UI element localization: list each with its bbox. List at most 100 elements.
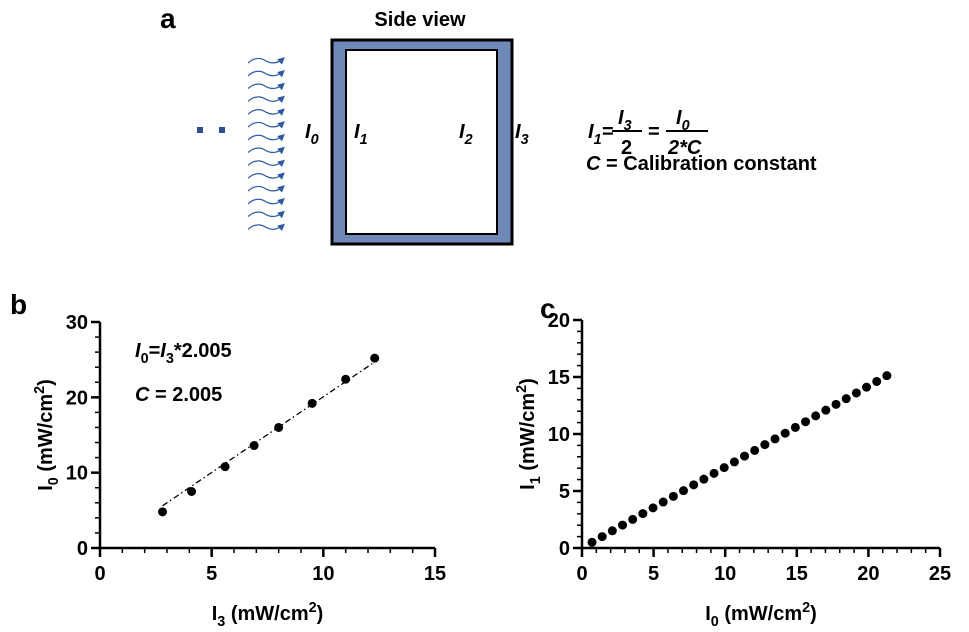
x-tick-label: 0 — [94, 563, 105, 585]
wave-arrow — [247, 108, 285, 116]
point — [679, 486, 689, 496]
wave-arrow — [247, 185, 285, 193]
light-waves — [247, 57, 285, 232]
point — [658, 497, 668, 507]
wave-arrow — [247, 210, 285, 219]
x-tick-label: 0 — [576, 563, 587, 585]
y-tick-label: 0 — [559, 538, 570, 560]
point — [760, 440, 770, 450]
fit-equation: I0=I3*2.005 — [135, 340, 232, 367]
subscript: 0 — [141, 351, 149, 367]
frac-den: 2 — [621, 137, 632, 159]
point — [872, 376, 882, 386]
point — [841, 394, 851, 404]
diagram — [197, 38, 708, 246]
point — [729, 457, 739, 467]
subscript: 2 — [464, 132, 473, 148]
subscript: 3 — [166, 351, 174, 367]
point — [249, 441, 259, 451]
point — [274, 422, 284, 432]
text-run: (mW/cm — [517, 393, 539, 476]
point — [607, 526, 617, 536]
x-axis-label: I0 (mW/cm2) — [705, 600, 817, 630]
wave-arrow — [247, 172, 285, 180]
subscript: 0 — [311, 132, 319, 148]
wave-arrow — [247, 146, 285, 155]
y-tick-label: 20 — [66, 387, 88, 409]
text-run: I — [160, 340, 166, 362]
subscript: 1 — [360, 132, 368, 148]
superscript: 2 — [32, 386, 48, 394]
superscript: 2 — [514, 385, 530, 393]
text-run: (mW/cm — [719, 603, 802, 625]
wave-arrow — [247, 223, 285, 232]
point — [628, 514, 638, 524]
subscript: 1 — [528, 476, 544, 484]
x-tick-label: 5 — [206, 563, 217, 585]
point — [587, 537, 597, 547]
y-axis-label: I0 (mW/cm2) — [32, 379, 62, 491]
x-tick-label: 10 — [714, 563, 736, 585]
fit-line — [162, 361, 376, 507]
point — [668, 491, 678, 501]
text-run: ) — [517, 378, 539, 385]
text-run: *2.005 — [174, 340, 232, 362]
point — [862, 382, 872, 392]
dot — [197, 127, 203, 133]
text-run: I — [305, 121, 311, 143]
frac-num: I0 — [676, 107, 690, 134]
text-run: C — [135, 384, 150, 406]
x-tick-label: 15 — [424, 563, 446, 585]
panel-label: b — [10, 289, 27, 320]
point — [831, 399, 841, 409]
y-tick-label: 15 — [548, 367, 570, 389]
point — [719, 463, 729, 473]
point — [618, 520, 628, 530]
y-tick-label: 10 — [548, 424, 570, 446]
text-run: ) — [35, 379, 57, 386]
y-tick-label: 0 — [77, 538, 88, 560]
panel-label: a — [160, 3, 176, 34]
text-run: I — [618, 107, 624, 129]
text-run: ) — [317, 603, 324, 625]
text-run: = Calibration constant — [600, 153, 816, 175]
wave-arrow — [247, 57, 285, 65]
point — [790, 422, 800, 432]
x-axis-label: I3 (mW/cm2) — [212, 600, 324, 630]
intensity-label: I1 — [354, 121, 368, 148]
x-tick-label: 25 — [929, 563, 951, 585]
wave-arrow — [247, 121, 285, 129]
text-run: I — [588, 121, 594, 143]
wave-arrow — [247, 95, 285, 104]
point — [638, 509, 648, 519]
panel-label: c — [540, 293, 556, 324]
text-run: I — [135, 340, 141, 362]
text-run: I — [354, 121, 360, 143]
point — [597, 532, 607, 542]
y-tick-label: 30 — [66, 312, 88, 334]
point — [801, 417, 811, 427]
text-run: I — [517, 484, 539, 490]
wave-arrow — [247, 82, 285, 91]
diagram-title: Side view — [374, 9, 466, 31]
wave-arrow — [247, 198, 285, 206]
point — [341, 374, 351, 384]
point — [811, 411, 821, 421]
x-tick-label: 5 — [648, 563, 659, 585]
text-run: I — [676, 107, 682, 129]
point — [370, 353, 380, 363]
point — [709, 468, 719, 478]
point — [740, 451, 750, 461]
point — [851, 388, 861, 398]
x-tick-label: 20 — [857, 563, 879, 585]
subscript: 0 — [682, 118, 690, 134]
equals: = — [648, 121, 660, 143]
subscript: 1 — [594, 132, 602, 148]
superscript: 2 — [802, 600, 810, 616]
text-run: (mW/cm — [35, 394, 57, 477]
equals: = — [602, 121, 614, 143]
point — [158, 507, 168, 517]
point — [882, 371, 892, 381]
